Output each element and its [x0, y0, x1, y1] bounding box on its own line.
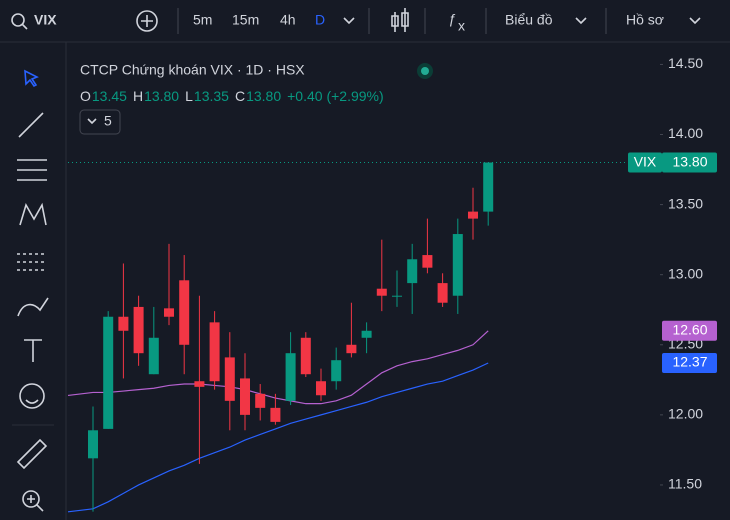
- y-tick-label: 11.50: [668, 476, 702, 492]
- candle-body: [376, 288, 387, 296]
- candle-body: [224, 357, 235, 401]
- chart-menu-dropdown: [575, 17, 587, 25]
- candle-body: [240, 378, 250, 415]
- icon-tool-smile: [25, 399, 39, 404]
- candle-body: [118, 316, 129, 331]
- zoom-tool[interactable]: [22, 490, 40, 508]
- brush-tool[interactable]: [17, 297, 49, 317]
- symbol-search[interactable]: VIX: [34, 12, 57, 28]
- candle-body: [452, 234, 463, 296]
- measure-tool[interactable]: [16, 438, 48, 470]
- interval[interactable]: 4h: [280, 12, 296, 28]
- candle-body: [270, 407, 281, 422]
- interval[interactable]: 5m: [193, 12, 212, 28]
- ohlc-legend: O13.45 H13.80 L13.35 C13.80 +0.40 (+2.99%): [80, 88, 384, 104]
- moving-average: [67, 330, 489, 405]
- search-icon[interactable]: [11, 13, 25, 27]
- indicator-count: 5: [104, 113, 112, 129]
- chart-menu[interactable]: Biểu đồ: [505, 12, 553, 28]
- last-price-tag: [662, 152, 717, 173]
- last-price-label: 13.80: [672, 153, 707, 169]
- fib-tool[interactable]: [17, 159, 47, 181]
- market-status-dot: [421, 67, 429, 75]
- indicators-icon-x: x: [458, 18, 465, 34]
- ma-price-label-text: 12.37: [672, 354, 707, 370]
- ohlc-key: O: [80, 88, 91, 104]
- left-toolbar: [12, 42, 67, 520]
- y-tick-label: 14.50: [668, 55, 703, 71]
- add-symbol-plus: [141, 15, 153, 27]
- y-tick-label: 12.00: [668, 406, 703, 422]
- candle-body: [255, 393, 266, 408]
- ma-price-label: [662, 320, 717, 341]
- icon-tool[interactable]: [19, 383, 45, 409]
- candle-body: [392, 295, 402, 297]
- ohlc-key: H: [133, 88, 143, 104]
- ohlc-key: L: [185, 88, 193, 104]
- candle-body: [422, 255, 433, 268]
- pattern-tool[interactable]: [19, 202, 47, 226]
- candle-body: [316, 381, 326, 396]
- zoom-tool-detail: [27, 495, 44, 512]
- y-tick-label: 14.00: [668, 125, 703, 141]
- text-tool[interactable]: [24, 339, 42, 362]
- profile-menu-dropdown: [689, 17, 701, 25]
- ohlc-value: 13.35: [194, 88, 229, 104]
- ma-price-label-text: 12.60: [672, 321, 707, 337]
- candle-body: [179, 280, 190, 345]
- candle-body: [468, 211, 478, 219]
- candle-body: [285, 353, 296, 401]
- moving-average: [67, 362, 489, 513]
- last-price-symbol: VIX: [634, 153, 657, 169]
- candle-body: [331, 360, 342, 382]
- ohlc-key: C: [235, 88, 245, 104]
- last-price-symbol-tag: [628, 152, 662, 173]
- candle-body: [209, 322, 220, 382]
- candle-body: [88, 430, 98, 459]
- forecast-tool[interactable]: [17, 253, 47, 271]
- profile-menu[interactable]: Hồ sơ: [626, 12, 664, 28]
- add-symbol[interactable]: [136, 10, 158, 32]
- trendline-tool[interactable]: [18, 112, 44, 138]
- indicators-icon[interactable]: ƒ: [448, 11, 456, 27]
- candle-body: [483, 162, 494, 212]
- interval-dropdown[interactable]: [343, 17, 355, 25]
- candle-body: [437, 283, 448, 303]
- candle-body: [164, 308, 174, 317]
- candle-body: [148, 337, 159, 375]
- candle-body: [346, 344, 357, 354]
- ohlc-value: 13.45: [92, 88, 127, 104]
- interval-active[interactable]: D: [315, 12, 325, 28]
- top-toolbar: VIX 5m 15m 4h D ƒ x Biểu đồ Hồ sơ: [0, 8, 730, 43]
- candle-body: [300, 337, 311, 375]
- candle-body: [133, 306, 144, 354]
- interval[interactable]: 15m: [232, 12, 259, 28]
- candle-body: [194, 381, 205, 387]
- search-icon-handle: [21, 23, 28, 30]
- cursor-tool[interactable]: [24, 69, 39, 88]
- chart-title: CTCP Chứng khoán VIX · 1D · HSX: [80, 62, 305, 78]
- ma-price-label: [662, 353, 717, 374]
- ohlc-value: 13.80: [144, 88, 179, 104]
- candle-body: [103, 316, 114, 429]
- indicator-toggle-chevron: [87, 118, 97, 125]
- change: +0.40 (+2.99%): [287, 88, 384, 104]
- indicator-toggle[interactable]: [79, 109, 121, 135]
- y-tick-label: 13.50: [668, 195, 703, 211]
- candle-body: [361, 330, 372, 338]
- candle-body: [407, 259, 418, 284]
- ohlc-value: 13.80: [246, 88, 281, 104]
- chart-type-icon[interactable]: [391, 8, 409, 32]
- y-tick-label: 13.00: [668, 265, 703, 281]
